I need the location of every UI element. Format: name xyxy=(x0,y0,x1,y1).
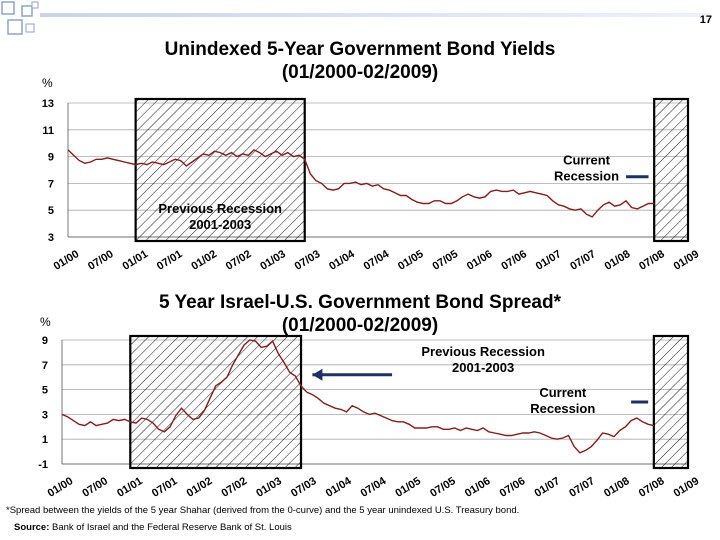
chart-2-title: 5 Year Israel-U.S. Government Bond Sprea… xyxy=(100,291,620,337)
c2-series-line xyxy=(61,339,655,454)
c2-x-tick-label: 07/01 xyxy=(150,475,180,500)
corner-decoration xyxy=(1,1,39,35)
chart-1-y-unit: % xyxy=(42,76,53,90)
c2-annotation: Current Recession xyxy=(530,385,595,416)
c1-annotation-line: Recession xyxy=(554,169,619,184)
c1-annotation: Current Recession xyxy=(554,153,619,184)
source-note: Source: Bank of Israel and the Federal R… xyxy=(14,522,292,533)
c1-y-tick-label: 11 xyxy=(42,125,54,137)
c2-x-tick-label: 01/09 xyxy=(672,475,702,500)
c2-annotation: Previous Recession 2001-2003 xyxy=(421,344,545,375)
c2-x-tick-label: 07/05 xyxy=(428,475,458,500)
c2-y-tick-label: 3 xyxy=(42,409,48,421)
c2-x-tick-label: 01/04 xyxy=(324,475,354,500)
c2-x-tick-label: 01/06 xyxy=(463,475,493,500)
c2-annotation-line: Recession xyxy=(530,401,595,416)
c1-y-tick-label: 9 xyxy=(48,152,54,164)
c2-recession-band xyxy=(129,334,303,470)
c2-x-tick-label: 01/00 xyxy=(46,475,76,500)
c2-x-tick-label: 01/07 xyxy=(532,475,562,500)
c2-y-tick-label: -1 xyxy=(38,459,48,471)
c2-x-tick-label: 07/02 xyxy=(219,475,249,500)
chart-1-title: Unindexed 5-Year Government Bond Yields … xyxy=(120,38,600,84)
c2-x-tick-label: 01/08 xyxy=(602,475,632,500)
c1-annotation-line: Current xyxy=(563,153,611,168)
c2-x-tick-label: 01/05 xyxy=(393,475,423,500)
c1-y-tick-label: 3 xyxy=(48,232,54,244)
c2-x-tick-label: 01/01 xyxy=(115,475,145,500)
footnote: *Spread between the yields of the 5 year… xyxy=(6,505,520,516)
chart-2-title-line: 5 Year Israel-U.S. Government Bond Sprea… xyxy=(159,292,561,313)
c2-x-tick-label: 07/07 xyxy=(567,475,597,500)
c1-annotation: Previous Recession 2001-2003 xyxy=(158,201,282,232)
chart-1-title-line: Unindexed 5-Year Government Bond Yields xyxy=(164,39,556,60)
c2-x-tick-label: 01/03 xyxy=(254,475,284,500)
c1-y-tick-label: 13 xyxy=(42,98,54,110)
c1-y-tick-label: 7 xyxy=(48,178,54,190)
header-rule xyxy=(40,13,710,17)
c2-annotation-line: 2001-2003 xyxy=(452,360,514,375)
source-label: Source: xyxy=(14,522,50,533)
c2-recession-band xyxy=(652,334,690,470)
c2-x-tick-label: 07/04 xyxy=(359,475,389,500)
c2-x-tick-label: 07/06 xyxy=(498,475,528,500)
c1-annotation-line: Previous Recession xyxy=(158,201,282,216)
c2-x-tick-label: 07/08 xyxy=(637,475,667,500)
source-text: Bank of Israel and the Federal Reserve B… xyxy=(49,522,292,533)
c2-annotation-line: Previous Recession xyxy=(421,344,545,359)
c2-x-tick-label: 01/02 xyxy=(185,475,215,500)
page-number: 17 xyxy=(699,14,712,26)
c1-recession-band xyxy=(653,97,690,243)
c2-y-tick-label: 5 xyxy=(42,385,48,397)
c2-x-tick-label: 07/00 xyxy=(80,475,110,500)
c2-y-tick-label: 9 xyxy=(42,335,48,347)
c2-annotation-arrowhead xyxy=(312,368,323,381)
c2-x-tick-label: 07/03 xyxy=(289,475,319,500)
chart-2-subtitle: (01/2000-02/2009) xyxy=(281,315,439,336)
c2-y-tick-label: 7 xyxy=(42,360,48,372)
c2-y-tick-label: 1 xyxy=(42,434,48,446)
c1-y-tick-label: 5 xyxy=(48,205,54,217)
c1-recession-band xyxy=(134,97,306,243)
c1-series-line xyxy=(67,149,655,218)
c2-annotation-line: Current xyxy=(539,385,587,400)
c1-annotation-line: 2001-2003 xyxy=(189,217,251,232)
chart-2-y-unit: % xyxy=(40,315,51,329)
chart-1-subtitle: (01/2000-02/2009) xyxy=(281,62,439,83)
